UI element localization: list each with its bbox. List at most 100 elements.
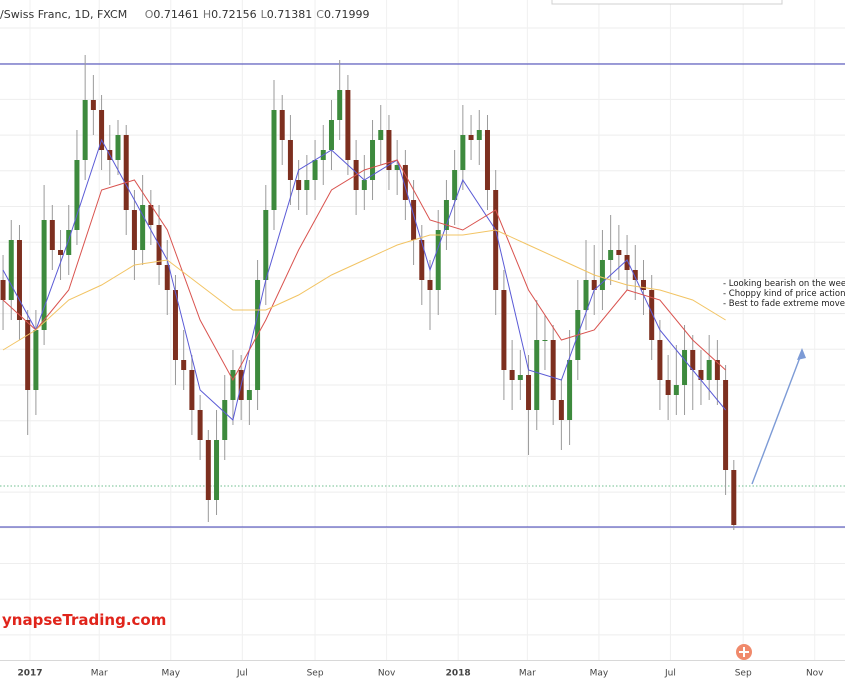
x-tick-label: May (590, 669, 609, 679)
ohlc-value: 0.71461 (153, 8, 199, 21)
alert-icon[interactable] (736, 644, 752, 660)
candle-body (181, 360, 187, 370)
candle-body (411, 200, 417, 240)
candle-body (493, 190, 499, 290)
icon-plus[interactable] (739, 647, 749, 657)
candle-body (624, 255, 630, 270)
candle-body (665, 380, 671, 395)
ohlc-label: C (316, 8, 324, 21)
candle-body (723, 380, 729, 470)
candle-body (608, 250, 614, 260)
candle-body (517, 375, 523, 380)
candle-body (337, 90, 343, 120)
symbol: /Swiss Franc, 1D, FXCM (0, 8, 128, 21)
candle-body (263, 210, 269, 280)
candle-body (591, 280, 597, 290)
candle-body (509, 370, 515, 380)
x-tick-label: Mar (91, 669, 108, 679)
candle-body (452, 170, 458, 200)
candle-body (214, 440, 220, 500)
candle-body (698, 370, 704, 380)
candle-body (197, 410, 203, 440)
candle-body (8, 240, 14, 300)
candle-body (550, 340, 556, 400)
candles (0, 55, 737, 530)
candle-body (115, 135, 121, 160)
candle-body (460, 135, 466, 170)
candle-body (304, 180, 310, 190)
annotation-line: - Best to fade extreme move (723, 299, 845, 309)
candle-body (657, 340, 663, 380)
watermark: ynapseTrading.com (2, 611, 166, 629)
candle-body (690, 350, 696, 370)
candle-body (296, 180, 302, 190)
candle-body (140, 205, 146, 250)
x-tick-label: 2018 (446, 669, 471, 679)
candle-body (271, 110, 277, 210)
plot-bg (0, 0, 845, 660)
candle-body (230, 370, 236, 400)
candle-body (435, 230, 441, 290)
candle-body (378, 130, 384, 140)
candle-body (484, 130, 490, 190)
x-tick-label: May (161, 669, 180, 679)
annotation-line: - Choppy kind of price action (723, 289, 845, 299)
x-tick-label: Sep (307, 669, 324, 679)
candle-body (731, 470, 737, 525)
ohlc-label: L (260, 8, 267, 21)
header: /Swiss Franc, 1D, FXCM O0.71461 H0.72156 L… (0, 8, 369, 21)
candle-body (41, 220, 47, 330)
x-tick-label: 2017 (17, 669, 42, 679)
candle-body (172, 290, 178, 360)
x-tick-label: Jul (236, 669, 248, 679)
candle-body (74, 160, 80, 230)
candle-body (246, 390, 252, 400)
indicator-line (2, 229, 726, 351)
x-tick-label: Nov (806, 669, 824, 679)
grid (0, 0, 845, 660)
candle-body (0, 280, 6, 300)
candle-body (148, 205, 154, 225)
candle-body (419, 240, 425, 280)
candle-body (49, 220, 55, 250)
ohlc-value: 0.71999 (323, 8, 370, 21)
arrow (751, 351, 803, 485)
candle-body (82, 100, 88, 160)
candle-body (599, 260, 605, 290)
candle-body (345, 90, 351, 160)
x-tick-label: Sep (735, 669, 752, 679)
candle-body (99, 110, 105, 150)
candle-body (443, 200, 449, 230)
candle-body (558, 400, 564, 420)
candle-body (25, 320, 31, 390)
candle-body (312, 160, 318, 180)
candle-body (205, 440, 211, 500)
candle-body (90, 100, 96, 110)
candle-body (394, 165, 400, 170)
candle-body (189, 370, 195, 410)
ohlc-label: O (144, 8, 154, 21)
candle-body (328, 120, 334, 150)
candle-body (66, 230, 72, 255)
candle-body (468, 135, 474, 140)
indicator-line (2, 138, 726, 421)
candle-body (649, 290, 655, 340)
arrow-head (797, 348, 806, 360)
candle-body (706, 360, 712, 380)
candle-body (640, 280, 646, 290)
x-tick-label: Mar (519, 669, 536, 679)
candle-body (632, 270, 638, 280)
candle-body (386, 130, 392, 170)
ohlc-value: 0.71381 (266, 8, 313, 21)
candle-body (33, 330, 39, 390)
candle-body (542, 340, 548, 341)
candle-body (501, 290, 507, 370)
candle-body (164, 265, 170, 290)
candle-body (583, 280, 589, 310)
candle-body (534, 340, 540, 410)
x-tick-label: Jul (664, 669, 676, 679)
candle-body (58, 250, 64, 255)
ohlc-label: H (202, 8, 212, 21)
candle-body (16, 240, 22, 320)
